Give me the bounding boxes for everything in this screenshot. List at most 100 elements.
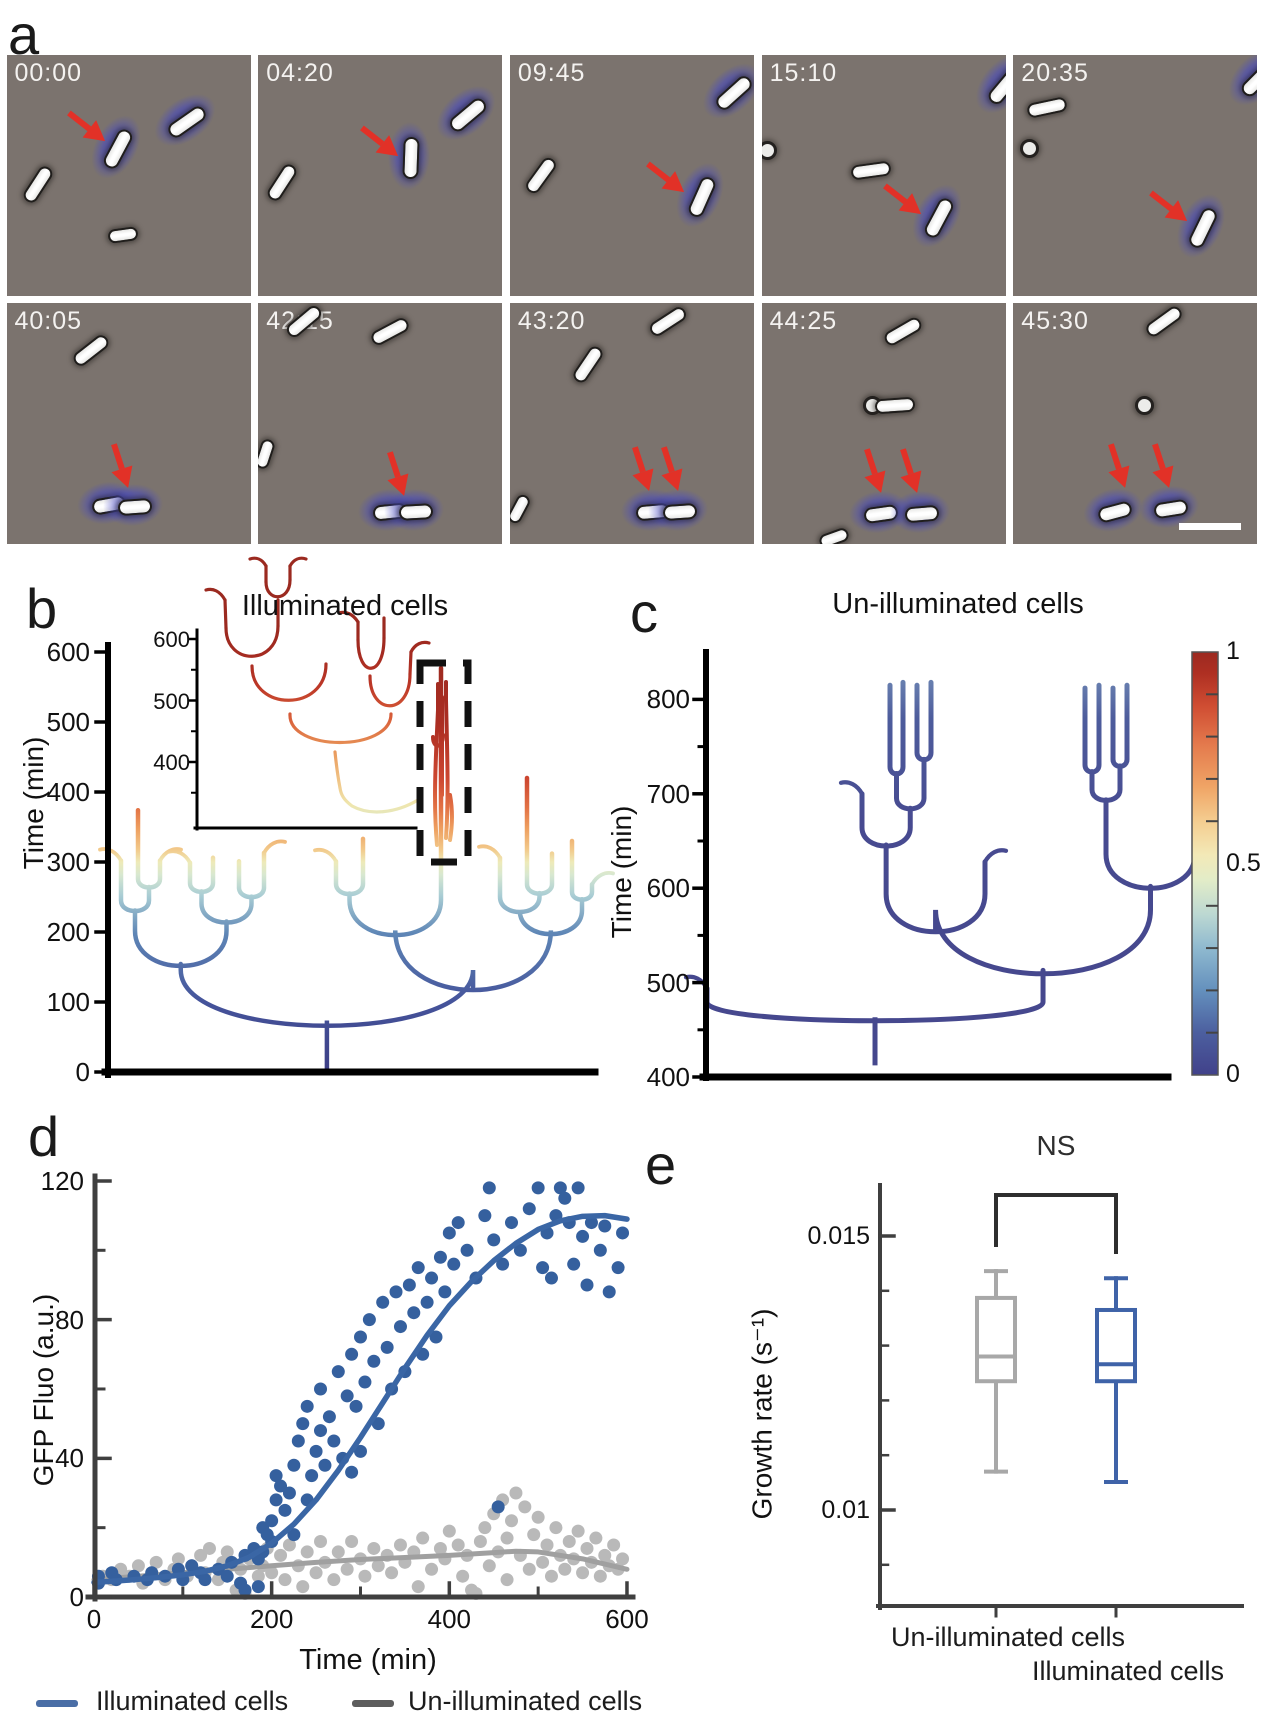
illuminated-data-point xyxy=(389,1285,403,1299)
illuminated-data-point xyxy=(238,1583,252,1597)
illuminated-data-point xyxy=(491,1500,505,1514)
illuminated-data-point xyxy=(314,1424,328,1438)
illuminated-data-point xyxy=(611,1261,625,1275)
red-pointer-arrow xyxy=(355,119,405,165)
illuminated-data-point xyxy=(367,1354,381,1368)
colorbar xyxy=(1191,651,1219,1076)
unilluminated-data-point xyxy=(540,1538,554,1552)
frame-timestamp: 20:35 xyxy=(1021,59,1089,87)
red-pointer-arrow xyxy=(1145,441,1180,492)
unilluminated-data-point xyxy=(580,1541,594,1555)
red-pointer-arrow xyxy=(1145,184,1195,230)
illuminated-data-point xyxy=(251,1580,265,1594)
unilluminated-data-point xyxy=(509,1486,523,1500)
illuminated-data-point xyxy=(287,1528,301,1542)
illuminated-data-point xyxy=(345,1465,359,1479)
unilluminated-data-point xyxy=(314,1535,328,1549)
red-pointer-arrow xyxy=(641,155,691,201)
unilluminated-data-point xyxy=(393,1538,407,1552)
frame-timestamp: 43:20 xyxy=(517,306,586,335)
illuminated-data-point xyxy=(505,1216,519,1230)
illuminated-data-point xyxy=(580,1278,594,1292)
illuminated-data-point xyxy=(362,1313,376,1327)
unilluminated-data-point xyxy=(456,1569,470,1583)
timelapse-frame-20:35: 20:35 xyxy=(1013,55,1258,296)
illuminated-data-point xyxy=(274,1479,288,1493)
unilluminated-data-point xyxy=(451,1538,465,1552)
illuminated-data-point xyxy=(411,1261,425,1275)
illuminated-data-point xyxy=(287,1458,301,1472)
bacterial-cell xyxy=(874,396,916,415)
box-unilluminated xyxy=(975,1269,1017,1618)
unilluminated-data-point xyxy=(278,1573,292,1587)
illuminated-data-point xyxy=(185,1559,199,1573)
unilluminated-data-point xyxy=(527,1528,541,1542)
frame-timestamp: 45:30 xyxy=(1021,306,1089,335)
illuminated-data-point xyxy=(305,1469,319,1483)
unilluminated-data-point xyxy=(616,1552,630,1566)
illuminated-data-point xyxy=(420,1295,434,1309)
illuminated-data-point xyxy=(349,1399,363,1413)
illuminated-data-point xyxy=(282,1486,296,1500)
bacterial-cell xyxy=(647,304,689,339)
frame-timestamp: 09:45 xyxy=(517,59,586,87)
highlighted-cell xyxy=(402,136,421,180)
illuminated-data-point xyxy=(331,1365,345,1379)
unilluminated-data-point xyxy=(327,1573,341,1587)
illuminated-data-point xyxy=(447,1257,461,1271)
illuminated-data-point xyxy=(220,1569,234,1583)
unilluminated-data-point xyxy=(576,1566,590,1580)
bacterial-cell xyxy=(368,314,411,348)
illuminated-data-point xyxy=(513,1243,527,1257)
illuminated-data-point xyxy=(318,1458,332,1472)
highlighted-cell xyxy=(662,502,698,521)
unilluminated-data-point xyxy=(598,1548,612,1562)
unilluminated-data-point xyxy=(425,1562,439,1576)
unilluminated-data-point xyxy=(416,1531,430,1545)
illuminated-data-point xyxy=(429,1330,443,1344)
red-pointer-arrow xyxy=(62,104,112,150)
illuminated-data-point xyxy=(584,1216,598,1230)
bacterial-cell xyxy=(850,160,892,181)
round-cell xyxy=(761,140,778,160)
bacterial-cell xyxy=(817,526,851,544)
illuminated-data-point xyxy=(536,1261,550,1275)
unilluminated-data-point xyxy=(340,1562,354,1576)
unilluminated-data-point xyxy=(607,1538,621,1552)
illuminated-data-point xyxy=(309,1444,323,1458)
bacterial-cell xyxy=(570,343,605,386)
timelapse-frame-40:05: 40:05 xyxy=(6,302,251,544)
illuminated-data-point xyxy=(340,1389,354,1403)
panel-b-highlighted-lineage-strand xyxy=(448,793,454,842)
illuminated-data-point xyxy=(269,1493,283,1507)
illuminated-data-point xyxy=(433,1250,447,1264)
unilluminated-data-point xyxy=(149,1555,163,1569)
unilluminated-data-point xyxy=(131,1559,145,1573)
illuminated-data-point xyxy=(571,1181,585,1195)
bacterial-cell xyxy=(20,163,55,206)
timelapse-frame-42:15: 42:15 xyxy=(258,302,503,544)
unilluminated-data-point xyxy=(274,1548,288,1562)
highlighted-cell xyxy=(117,497,153,517)
red-pointer-arrow xyxy=(380,448,415,499)
panel-b-inset-tree xyxy=(204,556,431,814)
unilluminated-data-point xyxy=(300,1545,314,1559)
unilluminated-data-point xyxy=(571,1524,585,1538)
illuminated-data-point xyxy=(296,1417,310,1431)
illuminated-data-point xyxy=(442,1226,456,1240)
unilluminated-data-point xyxy=(500,1531,514,1545)
illuminated-data-point xyxy=(393,1320,407,1334)
unilluminated-data-point xyxy=(309,1566,323,1580)
illuminated-data-point xyxy=(438,1285,452,1299)
unilluminated-data-point xyxy=(385,1566,399,1580)
timelapse-frame-04:20: 04:20 xyxy=(258,55,503,296)
illuminated-data-point xyxy=(198,1573,212,1587)
panel-b-highlighted-lineage-strand xyxy=(444,680,450,840)
unilluminated-data-point xyxy=(282,1538,296,1552)
illuminated-data-point xyxy=(380,1340,394,1354)
illuminated-data-point xyxy=(300,1399,314,1413)
illuminated-data-point xyxy=(291,1434,305,1448)
timelapse-frame-44:25: 44:25 xyxy=(761,302,1006,544)
unilluminated-data-point xyxy=(482,1559,496,1573)
unilluminated-data-point xyxy=(202,1541,216,1555)
